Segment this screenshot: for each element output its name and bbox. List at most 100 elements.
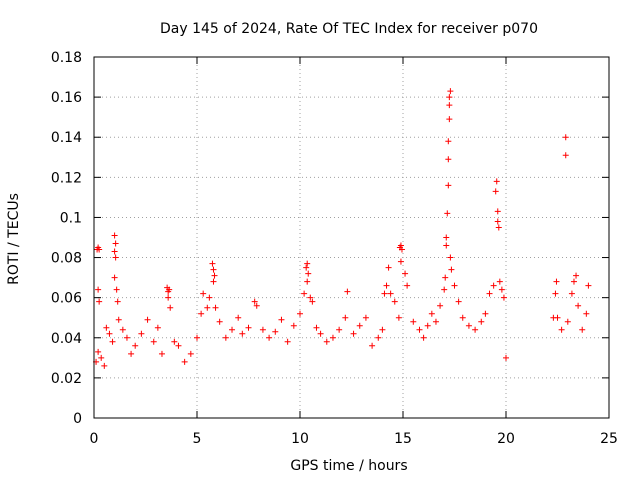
y-axis-label: ROTI / TECUs: [6, 193, 22, 285]
data-point: [216, 318, 223, 325]
data-point: [564, 318, 571, 325]
data-point: [101, 362, 108, 369]
data-point: [158, 350, 165, 357]
data-point: [498, 286, 505, 293]
data-point: [235, 314, 242, 321]
data-point: [222, 334, 229, 341]
y-tick-label: 0: [73, 411, 82, 427]
data-points: [93, 88, 592, 369]
data-point: [478, 318, 485, 325]
data-point: [297, 310, 303, 317]
data-point: [114, 298, 121, 305]
y-tick-label: 0.02: [51, 371, 82, 387]
data-point: [209, 260, 216, 267]
data-point: [385, 264, 392, 271]
data-point: [304, 260, 311, 267]
y-tick-label: 0.06: [51, 291, 82, 307]
data-point: [342, 314, 349, 321]
data-point: [443, 242, 450, 249]
data-point: [445, 156, 452, 163]
data-point: [410, 318, 417, 325]
data-point: [494, 218, 501, 225]
data-point: [397, 242, 404, 249]
data-point: [98, 354, 105, 361]
data-point: [447, 254, 454, 261]
data-point: [309, 298, 316, 305]
data-point: [447, 88, 454, 95]
data-point: [305, 270, 312, 277]
data-point: [251, 298, 258, 305]
data-point: [446, 94, 453, 101]
data-point: [579, 326, 586, 333]
data-point: [424, 322, 431, 329]
data-point: [96, 298, 103, 305]
data-point: [278, 316, 285, 323]
data-point: [113, 286, 120, 293]
data-point: [210, 266, 217, 273]
data-point: [194, 334, 200, 341]
data-point: [138, 330, 145, 337]
data-point: [490, 282, 497, 289]
data-point: [554, 314, 561, 321]
data-point: [472, 326, 479, 333]
y-tick-label: 0.18: [51, 50, 82, 66]
data-point: [304, 278, 311, 285]
data-point: [181, 358, 188, 365]
chart-title: Day 145 of 2024, Rate Of TEC Index for r…: [160, 21, 538, 37]
data-point: [210, 278, 217, 285]
data-point: [448, 266, 455, 273]
data-point: [375, 334, 382, 341]
data-point: [416, 326, 423, 333]
data-point: [398, 246, 405, 253]
data-point: [404, 282, 411, 289]
data-point: [562, 152, 569, 159]
data-point: [391, 298, 398, 305]
data-point: [395, 314, 402, 321]
data-point: [387, 290, 394, 297]
data-point: [570, 278, 577, 285]
x-tick-label: 10: [291, 431, 309, 447]
data-point: [115, 316, 122, 323]
data-point: [494, 208, 501, 215]
data-point: [171, 338, 178, 345]
data-point: [444, 210, 451, 217]
x-tick-label: 5: [193, 431, 202, 447]
data-point: [442, 274, 449, 281]
data-point: [212, 304, 219, 311]
data-point: [445, 138, 452, 145]
data-point: [323, 338, 330, 345]
data-point: [150, 338, 157, 345]
x-tick-label: 0: [90, 431, 99, 447]
data-point: [585, 282, 592, 289]
data-point: [175, 342, 182, 349]
data-point: [111, 248, 118, 255]
data-point: [362, 314, 369, 321]
data-point: [553, 278, 560, 285]
data-point: [200, 290, 207, 297]
data-point: [317, 330, 324, 337]
data-point: [350, 330, 357, 337]
data-point: [437, 302, 444, 309]
data-point: [482, 310, 489, 317]
data-point: [455, 298, 462, 305]
data-point: [336, 326, 343, 333]
data-point: [111, 232, 118, 239]
data-point: [206, 294, 213, 301]
data-point: [204, 304, 211, 311]
data-point: [451, 282, 458, 289]
data-point: [573, 272, 580, 279]
data-point: [379, 326, 386, 333]
y-tick-label: 0.16: [51, 90, 82, 106]
data-point: [301, 290, 308, 297]
data-point: [465, 322, 472, 329]
y-tick-label: 0.12: [51, 170, 82, 186]
data-point: [397, 258, 404, 265]
data-point: [313, 324, 320, 331]
data-point: [272, 328, 279, 335]
data-point: [503, 354, 509, 361]
data-point: [344, 288, 351, 295]
data-point: [441, 286, 448, 293]
data-point: [356, 322, 363, 329]
data-point: [428, 310, 435, 317]
